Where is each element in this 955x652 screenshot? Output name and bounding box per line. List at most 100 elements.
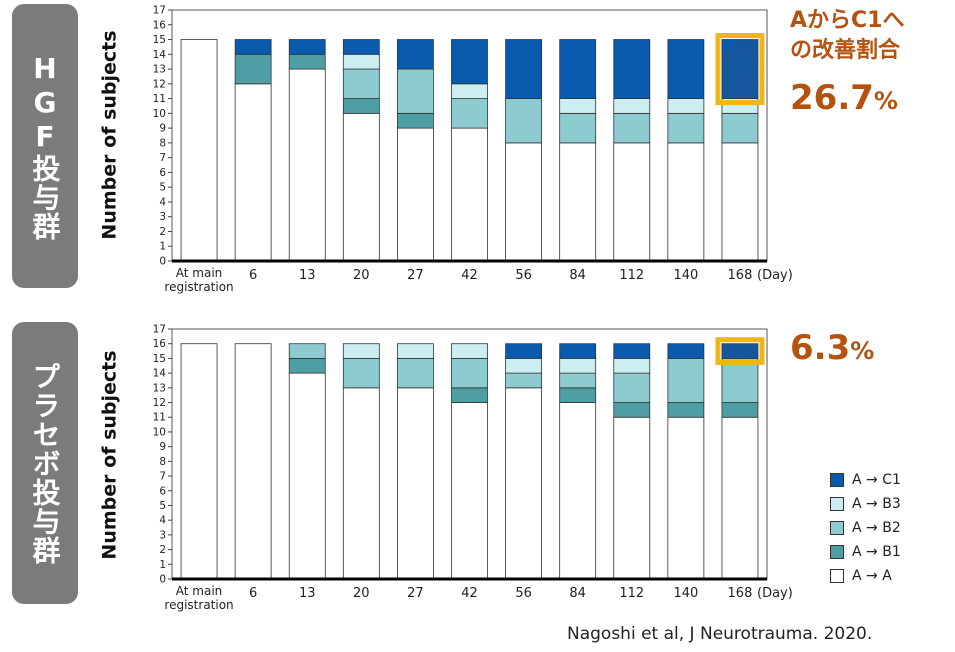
hgf-bar-aa	[667, 142, 705, 262]
placebo-hatch-line	[721, 343, 734, 356]
hgf-x-tick-label: 140	[673, 268, 698, 283]
hgf-hatch-line	[729, 69, 758, 99]
hgf-bar-ab2	[505, 98, 542, 144]
hgf-hatch-line	[741, 81, 758, 99]
hgf-bar-ab1	[288, 53, 326, 70]
placebo-bar-aa	[342, 387, 380, 580]
hgf-highlight-box	[715, 33, 765, 106]
legend-label-b2: A → B2	[852, 520, 901, 536]
placebo-bar-aa	[288, 372, 326, 580]
hgf-bar-ab2	[613, 112, 651, 144]
hgf-bar-ab3	[342, 53, 380, 70]
hgf-y-tick-label: 4	[159, 196, 166, 208]
hgf-x-tick-label: 20	[353, 268, 370, 283]
hgf-bar-ab2	[559, 112, 597, 144]
placebo-bar-aa	[234, 343, 272, 580]
hgf-y-tick-label: 10	[153, 108, 166, 120]
hgf-bar-aa	[559, 142, 597, 262]
placebo-bar-aa	[397, 387, 434, 580]
hgf-x-tick-label: registration	[164, 280, 233, 294]
legend-label-b3: A → B3	[852, 496, 901, 512]
hgf-bar-aa	[397, 127, 434, 262]
hgf-bar-ab3	[451, 83, 488, 99]
placebo-y-tick-label: 5	[159, 500, 166, 512]
placebo-y-tick-label: 16	[153, 338, 167, 350]
placebo-y-tick-label: 9	[159, 441, 166, 453]
placebo-bar-ab1	[721, 402, 759, 418]
legend-swatch-b3	[830, 497, 844, 511]
placebo-x-tick-label: 13	[299, 586, 316, 601]
hgf-bar-aa	[234, 83, 272, 262]
hgf-hatch-line	[721, 39, 742, 60]
hgf-y-tick-label: 17	[153, 5, 166, 17]
placebo-bar-ab2	[397, 358, 434, 389]
placebo-bar-ab2	[342, 358, 380, 389]
placebo-hatch-line	[721, 343, 728, 350]
improvement-rate-title: AからC1へ の改善割合	[790, 6, 904, 66]
placebo-x-tick-label: 42	[461, 586, 478, 601]
legend-swatch-a	[830, 569, 844, 583]
hgf-x-tick-label: 6	[249, 268, 257, 283]
hgf-rate-percent: %	[873, 87, 898, 115]
hgf-y-tick-label: 15	[153, 34, 166, 46]
placebo-x-tick-label: 112	[619, 586, 644, 601]
placebo-hatch-line	[772, 344, 787, 359]
placebo-group-label: プラセボ投与群	[28, 361, 62, 565]
placebo-y-tick-label: 0	[159, 574, 166, 586]
placebo-bar-ac1	[505, 343, 542, 359]
hgf-bar-aa	[451, 127, 488, 262]
hgf-bar-ab3	[559, 98, 597, 114]
placebo-hatch-line	[753, 353, 758, 359]
hgf-hatch-line	[721, 51, 758, 90]
hgf-y-tick-label: 7	[159, 152, 166, 164]
legend: A → C1 A → B3 A → B2 A → B1 A → A	[830, 468, 901, 588]
hgf-hatch-line	[721, 39, 758, 78]
placebo-bar-ab3	[505, 358, 542, 374]
hgf-x-tick-label: 27	[407, 268, 424, 283]
placebo-y-tick-label: 12	[153, 397, 166, 409]
placebo-y-tick-label: 8	[159, 456, 166, 468]
placebo-bar-aa	[180, 343, 218, 580]
placebo-hatch-line	[729, 343, 746, 359]
legend-swatch-b2	[830, 521, 844, 535]
placebo-bar-ab1	[288, 358, 326, 374]
hgf-bar-ac1	[288, 39, 326, 55]
hgf-bar-ac1	[397, 39, 434, 70]
placebo-bar-ab3	[342, 343, 380, 359]
citation: Nagoshi et al, J Neurotrauma. 2020.	[567, 624, 873, 644]
hgf-x-tick-label: 112	[619, 268, 644, 283]
placebo-x-tick-label: registration	[164, 598, 233, 612]
placebo-bar-aa	[721, 416, 759, 580]
legend-item-b3: A → B3	[830, 492, 901, 516]
hgf-highlight-hatch	[721, 39, 758, 99]
hgf-bar-ac1	[234, 39, 272, 55]
hgf-y-tick-label: 2	[159, 226, 166, 238]
placebo-x-tick-label: 140	[673, 586, 698, 601]
placebo-bar-ac1	[613, 343, 651, 359]
placebo-hatch-line	[766, 344, 781, 359]
placebo-bar-ab2	[288, 343, 326, 359]
placebo-hatch-line	[723, 343, 740, 359]
placebo-hatch-line	[747, 347, 758, 359]
hgf-improvement-rate: 26.7%	[790, 78, 898, 118]
placebo-rate-value: 6.3	[790, 328, 851, 368]
placebo-highlight-hatch	[721, 343, 787, 359]
hgf-bar-ab3	[667, 98, 705, 114]
legend-label-a: A → A	[852, 568, 892, 584]
placebo-group-tag: プラセボ投与群	[12, 322, 78, 604]
hgf-group-label: HGF投与群	[28, 51, 62, 241]
hgf-x-tick-label: 13	[299, 268, 316, 283]
placebo-y-tick-label: 17	[153, 324, 166, 336]
hgf-y-tick-label: 3	[159, 211, 166, 223]
placebo-y-tick-label: 13	[153, 382, 166, 394]
placebo-y-tick-label: 15	[153, 353, 166, 365]
placebo-bar-ab1	[451, 387, 488, 403]
hgf-bar-ab1	[397, 112, 434, 129]
placebo-y-tick-label: 4	[159, 515, 166, 527]
hgf-bar-ac1	[667, 39, 705, 99]
placebo-bar-ab2	[721, 358, 759, 403]
placebo-hatch-line	[735, 343, 752, 359]
hgf-x-unit-label: (Day)	[757, 268, 793, 283]
